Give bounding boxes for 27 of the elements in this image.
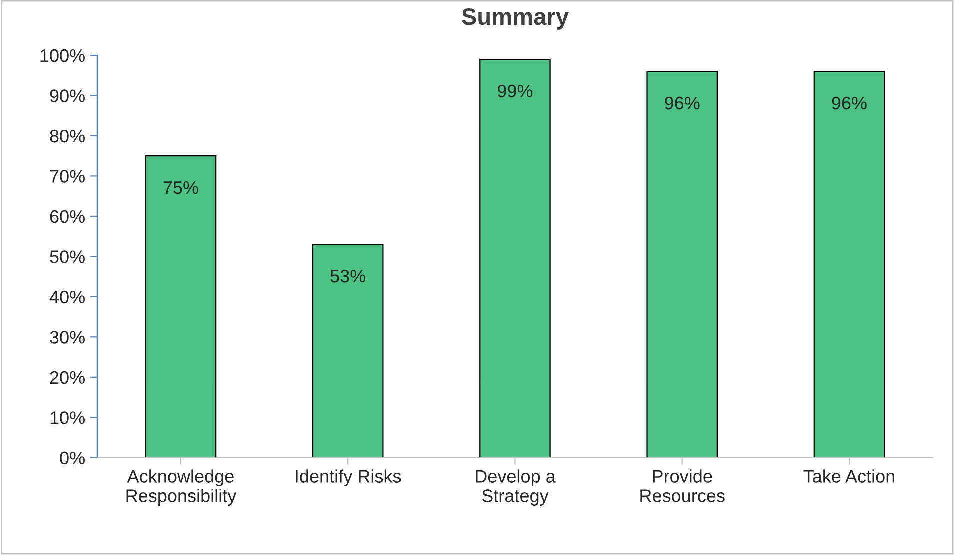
y-tick-label: 10%: [50, 412, 85, 424]
y-tick-label: 30%: [50, 331, 85, 344]
bar: [312, 244, 384, 458]
y-tick-label: 100%: [40, 49, 85, 62]
y-tick-label: 80%: [50, 130, 85, 143]
x-tick-label: Acknowledge Responsibility: [126, 470, 237, 506]
data-label: 99%: [498, 84, 533, 98]
data-label: 53%: [330, 270, 366, 283]
x-tick-label: Take Action: [804, 470, 894, 483]
y-tick-label: 50%: [50, 250, 85, 264]
y-tick-label: 40%: [50, 290, 85, 304]
data-label: 96%: [665, 96, 700, 110]
y-tick-label: 0%: [60, 452, 85, 465]
y-tick-label: 20%: [50, 371, 85, 384]
x-tick-label: Provide Resources: [640, 470, 725, 502]
data-label: 75%: [164, 181, 198, 194]
bar: [480, 58, 551, 458]
data-label: 96%: [832, 96, 867, 110]
chart-title: Summary: [462, 8, 569, 30]
x-tick-label: Identify Risks: [296, 470, 402, 487]
y-tick-label: 70%: [50, 170, 85, 183]
bar: [646, 71, 718, 458]
bar: [145, 156, 217, 458]
y-tick-label: 90%: [50, 90, 85, 102]
x-tick-label: Develop a Strategy: [476, 470, 556, 506]
y-tick-label: 60%: [50, 210, 85, 224]
bar: [814, 71, 886, 458]
